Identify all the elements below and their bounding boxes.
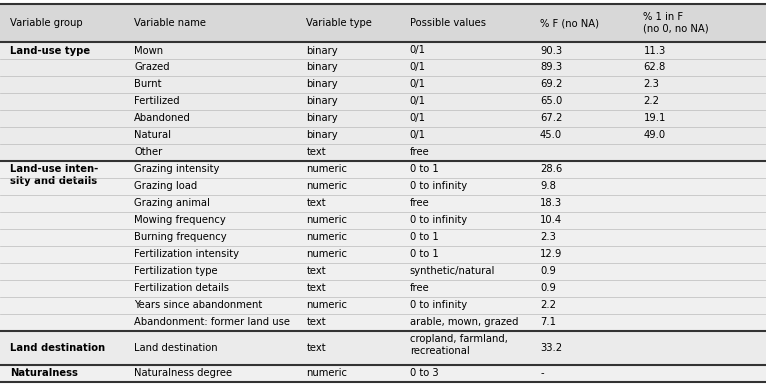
Text: -: - xyxy=(540,368,544,378)
Text: 19.1: 19.1 xyxy=(643,113,666,124)
Text: 0 to infinity: 0 to infinity xyxy=(410,301,467,310)
Text: Natural: Natural xyxy=(134,131,171,140)
Text: binary: binary xyxy=(306,79,338,90)
Text: Naturalness degree: Naturalness degree xyxy=(134,368,232,378)
Text: 18.3: 18.3 xyxy=(540,199,562,208)
Text: 0 to 1: 0 to 1 xyxy=(410,165,439,174)
Text: 0 to 1: 0 to 1 xyxy=(410,249,439,260)
Text: Land-use inten-
sity and details: Land-use inten- sity and details xyxy=(10,164,98,186)
Text: Mown: Mown xyxy=(134,45,163,56)
Text: text: text xyxy=(306,317,326,328)
Text: 0/1: 0/1 xyxy=(410,131,426,140)
Text: 2.3: 2.3 xyxy=(643,79,660,90)
Text: 0 to 1: 0 to 1 xyxy=(410,233,439,242)
Text: Other: Other xyxy=(134,147,162,158)
Text: free: free xyxy=(410,147,430,158)
Text: Fertilization type: Fertilization type xyxy=(134,267,218,276)
Text: free: free xyxy=(410,199,430,208)
Bar xyxy=(0,365,766,382)
Text: 10.4: 10.4 xyxy=(540,215,562,226)
Text: Grazing animal: Grazing animal xyxy=(134,199,210,208)
Text: 45.0: 45.0 xyxy=(540,131,562,140)
Text: 69.2: 69.2 xyxy=(540,79,562,90)
Text: text: text xyxy=(306,199,326,208)
Text: Years since abandonment: Years since abandonment xyxy=(134,301,262,310)
Text: 0 to infinity: 0 to infinity xyxy=(410,215,467,226)
Text: binary: binary xyxy=(306,131,338,140)
Text: numeric: numeric xyxy=(306,233,348,242)
Text: Variable name: Variable name xyxy=(134,18,206,28)
Text: 11.3: 11.3 xyxy=(643,45,666,56)
Text: arable, mown, grazed: arable, mown, grazed xyxy=(410,317,519,328)
Text: Grazing intensity: Grazing intensity xyxy=(134,165,219,174)
Text: 49.0: 49.0 xyxy=(643,131,666,140)
Text: 0/1: 0/1 xyxy=(410,79,426,90)
Text: 12.9: 12.9 xyxy=(540,249,562,260)
Text: numeric: numeric xyxy=(306,181,348,192)
Text: Grazed: Grazed xyxy=(134,63,170,72)
Text: synthetic/natural: synthetic/natural xyxy=(410,267,495,276)
Text: 62.8: 62.8 xyxy=(643,63,666,72)
Bar xyxy=(0,161,766,331)
Text: Naturalness: Naturalness xyxy=(10,368,78,378)
Text: 0 to 3: 0 to 3 xyxy=(410,368,438,378)
Text: numeric: numeric xyxy=(306,165,348,174)
Bar xyxy=(0,331,766,365)
Text: Grazing load: Grazing load xyxy=(134,181,198,192)
Text: 0/1: 0/1 xyxy=(410,45,426,56)
Text: text: text xyxy=(306,147,326,158)
Text: 33.2: 33.2 xyxy=(540,343,562,353)
Text: Land destination: Land destination xyxy=(10,343,105,353)
Text: 7.1: 7.1 xyxy=(540,317,556,328)
Text: numeric: numeric xyxy=(306,215,348,226)
Text: 0/1: 0/1 xyxy=(410,63,426,72)
Text: cropland, farmland,
recreational: cropland, farmland, recreational xyxy=(410,334,508,356)
Text: Abandoned: Abandoned xyxy=(134,113,191,124)
Text: Mowing frequency: Mowing frequency xyxy=(134,215,226,226)
Text: % F (no NA): % F (no NA) xyxy=(540,18,599,28)
Bar xyxy=(0,4,766,42)
Text: binary: binary xyxy=(306,97,338,106)
Text: 90.3: 90.3 xyxy=(540,45,562,56)
Text: text: text xyxy=(306,283,326,294)
Text: 2.3: 2.3 xyxy=(540,233,556,242)
Text: Fertilized: Fertilized xyxy=(134,97,180,106)
Text: 2.2: 2.2 xyxy=(540,301,556,310)
Text: 0.9: 0.9 xyxy=(540,267,556,276)
Text: % 1 in F
(no 0, no NA): % 1 in F (no 0, no NA) xyxy=(643,12,709,34)
Text: Variable group: Variable group xyxy=(10,18,83,28)
Text: Fertilization intensity: Fertilization intensity xyxy=(134,249,239,260)
Text: numeric: numeric xyxy=(306,368,348,378)
Text: Possible values: Possible values xyxy=(410,18,486,28)
Text: numeric: numeric xyxy=(306,301,348,310)
Text: binary: binary xyxy=(306,63,338,72)
Text: 0/1: 0/1 xyxy=(410,97,426,106)
Text: 9.8: 9.8 xyxy=(540,181,556,192)
Text: 0.9: 0.9 xyxy=(540,283,556,294)
Text: 67.2: 67.2 xyxy=(540,113,562,124)
Text: 65.0: 65.0 xyxy=(540,97,562,106)
Text: Variable type: Variable type xyxy=(306,18,372,28)
Text: 2.2: 2.2 xyxy=(643,97,660,106)
Text: binary: binary xyxy=(306,45,338,56)
Text: numeric: numeric xyxy=(306,249,348,260)
Text: 0/1: 0/1 xyxy=(410,113,426,124)
Text: 89.3: 89.3 xyxy=(540,63,562,72)
Bar xyxy=(0,42,766,161)
Text: binary: binary xyxy=(306,113,338,124)
Text: Burning frequency: Burning frequency xyxy=(134,233,227,242)
Text: Fertilization details: Fertilization details xyxy=(134,283,229,294)
Text: text: text xyxy=(306,343,326,353)
Text: 28.6: 28.6 xyxy=(540,165,562,174)
Text: Abandonment: former land use: Abandonment: former land use xyxy=(134,317,290,328)
Text: 0 to infinity: 0 to infinity xyxy=(410,181,467,192)
Text: Burnt: Burnt xyxy=(134,79,162,90)
Text: Land-use type: Land-use type xyxy=(10,45,90,56)
Text: text: text xyxy=(306,267,326,276)
Text: free: free xyxy=(410,283,430,294)
Text: Land destination: Land destination xyxy=(134,343,218,353)
